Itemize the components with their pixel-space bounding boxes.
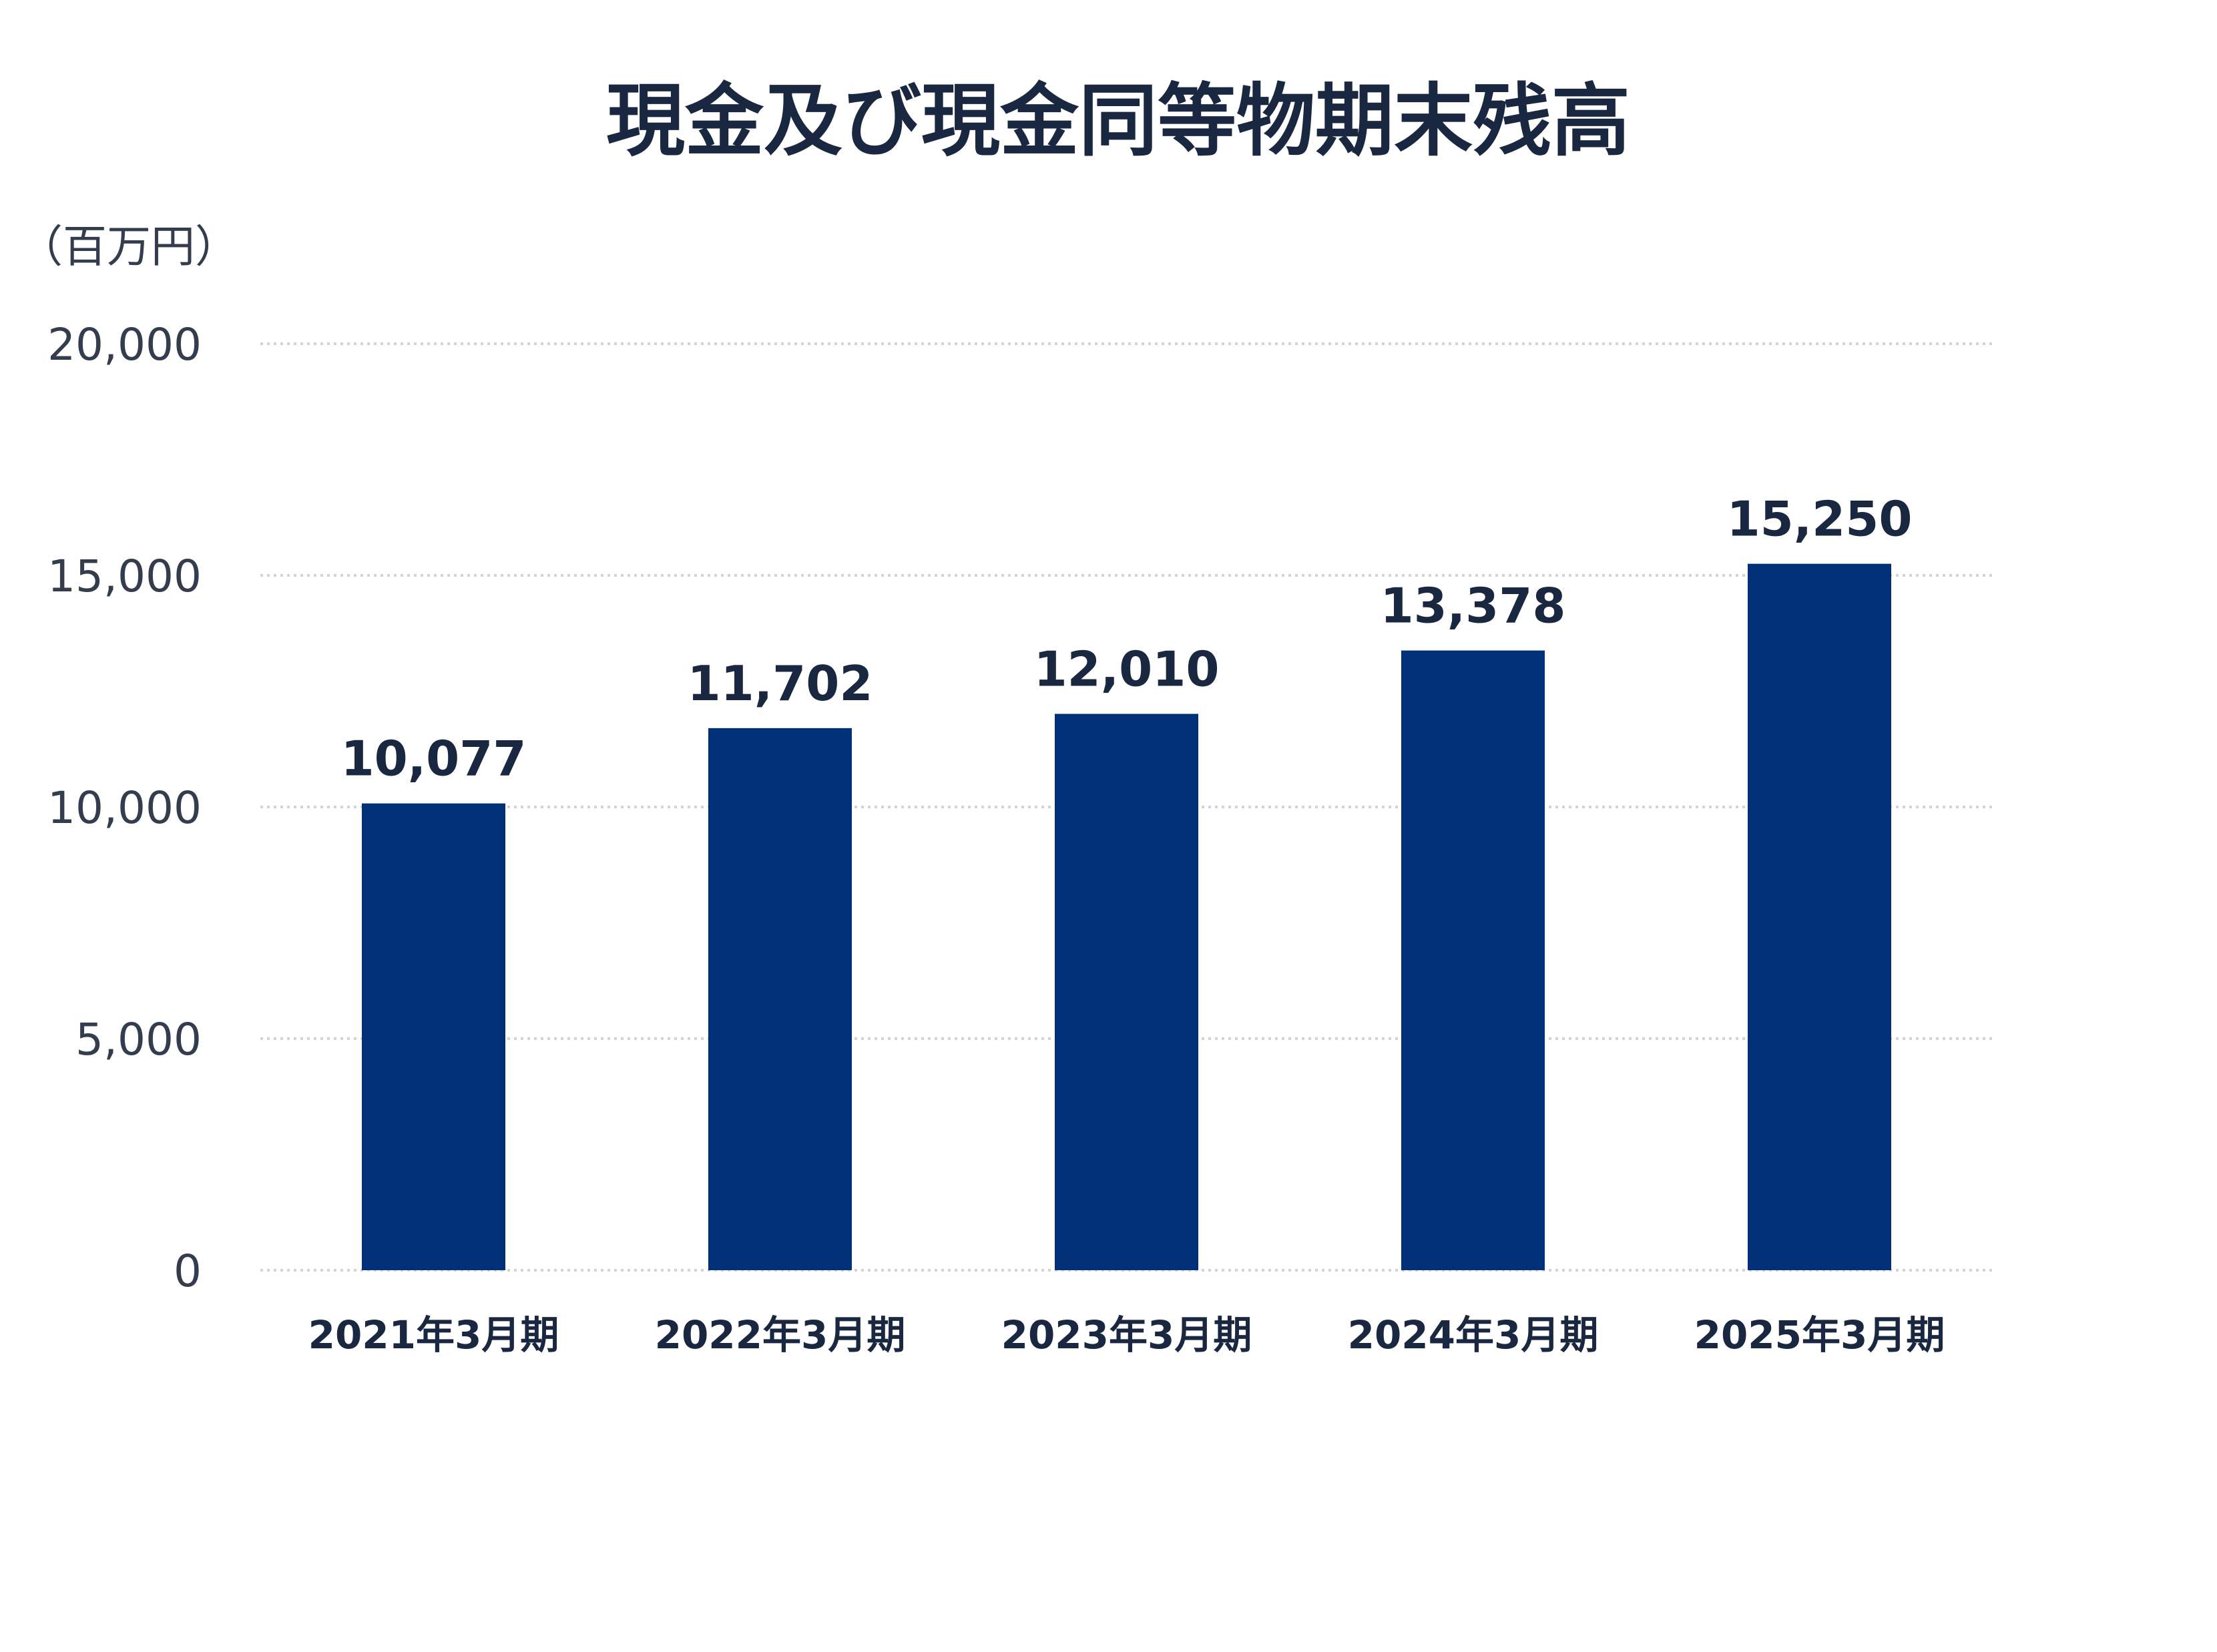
data-label: 13,378 [1381, 578, 1566, 634]
bar [1748, 563, 1891, 1270]
bar [708, 728, 852, 1270]
y-tick-label: 5,000 [75, 1014, 202, 1065]
x-axis-tick-labels: 2021年3月期 2022年3月期 2023年3月期 2024年3月期 2025年3月期 [308, 1312, 1945, 1358]
data-label: 15,250 [1727, 491, 1913, 547]
x-tick-label: 2021年3月期 [308, 1312, 559, 1358]
data-label: 10,077 [341, 731, 527, 787]
x-tick-label: 2022年3月期 [655, 1312, 906, 1358]
y-tick-label: 10,000 [47, 782, 202, 834]
y-axis-tick-labels: 0 5,000 10,000 15,000 20,000 [47, 319, 202, 1297]
x-tick-label: 2023年3月期 [1001, 1312, 1252, 1358]
data-label: 12,010 [1034, 641, 1220, 698]
y-tick-label: 20,000 [47, 319, 202, 370]
bar [362, 803, 505, 1270]
x-tick-label: 2024年3月期 [1348, 1312, 1599, 1358]
unit-label: （百万円） [19, 221, 239, 272]
data-labels: 10,077 11,702 12,010 13,378 15,250 [341, 491, 1913, 787]
y-tick-label: 15,000 [47, 551, 202, 602]
bars [362, 563, 1891, 1270]
chart-title: 現金及び現金同等物期末残高 [606, 75, 1630, 167]
data-label: 11,702 [688, 655, 873, 712]
bar [1055, 714, 1198, 1270]
bar [1401, 650, 1545, 1270]
y-tick-label: 0 [174, 1246, 202, 1297]
gridlines [260, 342, 1993, 1272]
x-tick-label: 2025年3月期 [1694, 1312, 1945, 1358]
